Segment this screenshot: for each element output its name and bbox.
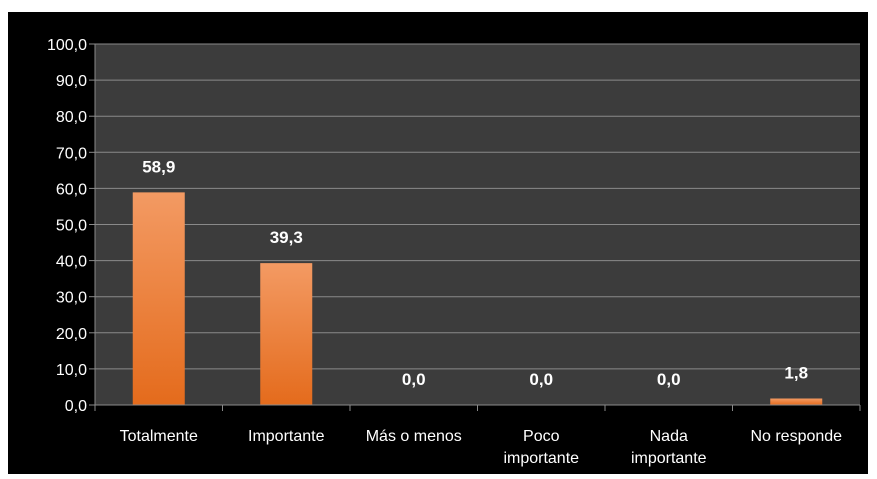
x-category-label: Totalmente [120, 428, 198, 445]
y-tick-label: 80,0 [56, 109, 87, 126]
axes [89, 43, 861, 411]
y-tick-labels: 0,0 10,0 20,0 30,0 40,0 50,0 60,0 70,0 80,0 90,0 1… [47, 37, 87, 415]
x-category-label: Importante [248, 428, 325, 445]
bars [132, 192, 823, 405]
y-tick-label: 0,0 [65, 398, 87, 415]
bar-chart: 0,0 10,0 20,0 30,0 40,0 50,0 60,0 70,0 80,0 90,0 1… [47, 37, 861, 467]
y-tick-label: 70,0 [56, 145, 87, 162]
y-tick-label: 90,0 [56, 73, 87, 90]
y-tick-label: 40,0 [56, 254, 87, 271]
y-tick-label: 60,0 [56, 181, 87, 198]
x-category-label: Nada importante [631, 428, 707, 467]
y-tick-label: 50,0 [56, 218, 87, 235]
y-tick-label: 100,0 [47, 37, 87, 54]
chart-area: 0,0 10,0 20,0 30,0 40,0 50,0 60,0 70,0 80,0 90,0 1… [8, 12, 868, 474]
data-label: 39,3 [270, 228, 303, 247]
y-tick-label: 30,0 [56, 290, 87, 307]
bar [770, 398, 823, 405]
bar [260, 263, 313, 405]
y-tick-label: 10,0 [56, 362, 87, 379]
data-label: 0,0 [402, 370, 426, 389]
x-category-label: Poco importante [503, 428, 579, 467]
data-label: 0,0 [529, 370, 553, 389]
x-category-labels: Totalmente Importante Más o menos Poco impor… [120, 428, 843, 467]
gridlines [95, 43, 860, 406]
data-labels: 58,9 39,3 0,0 0,0 0,0 1,8 [142, 157, 808, 389]
y-tick-label: 20,0 [56, 326, 87, 343]
bar [132, 192, 185, 405]
data-label: 58,9 [142, 157, 175, 176]
data-label: 0,0 [657, 370, 681, 389]
data-label: 1,8 [784, 364, 808, 383]
x-category-label: Más o menos [366, 428, 462, 445]
x-category-label: No responde [750, 428, 842, 445]
